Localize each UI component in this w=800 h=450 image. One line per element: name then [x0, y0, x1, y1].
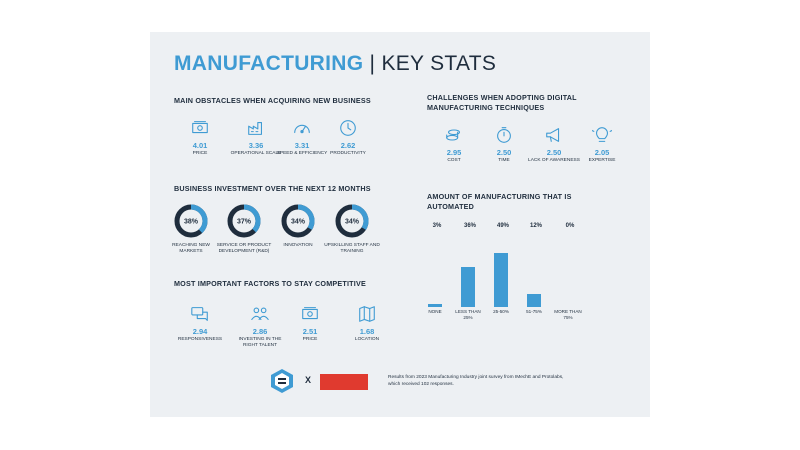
stat-label: PRODUCTIVITY — [330, 151, 366, 156]
svg-text:37%: 37% — [237, 219, 252, 226]
bar-value-label: 12% — [529, 223, 542, 229]
investment-item: 34% UPSKILLING STAFF AND TRAINING — [321, 203, 383, 255]
imeche-logo — [320, 374, 368, 390]
stat-value: 2.51 — [302, 327, 318, 336]
stat-label: LOCATION — [354, 337, 380, 342]
bar — [494, 253, 508, 307]
investment-item: 37% SERVICE OR PRODUCT DEVELOPMENT (R&D) — [213, 203, 275, 255]
factors-stat: 2.86 INVESTING IN THE RIGHT TALENT — [232, 304, 288, 349]
stat-value: 3.36 — [248, 141, 264, 150]
challenges-stat: 2.95 COST — [426, 125, 482, 164]
lightbulb-icon — [574, 125, 630, 145]
speedometer-icon — [274, 118, 330, 138]
challenges-stat: 2.50 LACK OF AWARENESS — [526, 125, 582, 164]
bar-category-label: LESS THAN 25% — [455, 309, 481, 320]
stat-value: 2.94 — [192, 327, 208, 336]
stat-label: OPERATIONAL SCALE — [230, 151, 282, 156]
page-title: MANUFACTURING | KEY STATS — [174, 52, 497, 75]
people-icon — [232, 304, 288, 324]
factors-stat: 1.68 LOCATION — [339, 304, 395, 343]
challenges-heading: CHALLENGES WHEN ADOPTING DIGITAL MANUFAC… — [427, 93, 577, 112]
coins-icon — [426, 125, 482, 145]
investment-label: INNOVATION — [283, 243, 313, 248]
stat-value: 3.31 — [294, 141, 310, 150]
stat-value: 1.68 — [359, 327, 375, 336]
megaphone-icon — [526, 125, 582, 145]
investment-item: 38% REACHING NEW MARKETS — [160, 203, 222, 255]
stat-value: 2.05 — [594, 148, 610, 157]
investment-label: UPSKILLING STAFF AND TRAINING — [324, 243, 380, 254]
obstacles-heading: MAIN OBSTACLES WHEN ACQUIRING NEW BUSINE… — [174, 96, 371, 105]
investment-label: REACHING NEW MARKETS — [172, 243, 210, 254]
stat-label: INVESTING IN THE RIGHT TALENT — [238, 337, 282, 348]
challenges-stat: 2.50 TIME — [476, 125, 532, 164]
bar-category-label: 25-50% — [493, 309, 509, 314]
bar-category-label: MORE THAN 75% — [554, 309, 582, 320]
donut-ring: 37% — [227, 204, 261, 238]
factors-stat: 2.51 PRICE — [282, 304, 338, 343]
stat-value: 2.50 — [546, 148, 562, 157]
stat-label: EXPERTISE — [588, 158, 616, 163]
obstacles-stat: 3.31 SPEED & EFFICIENCY — [274, 118, 330, 157]
donut-ring: 34% — [281, 204, 315, 238]
bar-value-label: 3% — [432, 223, 442, 229]
stopwatch-icon — [476, 125, 532, 145]
factors-stat: 2.94 RESPONSIVENESS — [172, 304, 228, 343]
stat-value: 2.86 — [252, 327, 268, 336]
bar-value-label: 0% — [565, 223, 575, 229]
bar-category-label: 51-75% — [526, 309, 542, 314]
investment-item: 34% INNOVATION — [267, 203, 329, 249]
stat-label: PRICE — [192, 151, 208, 156]
svg-text:34%: 34% — [291, 219, 306, 226]
stat-value: 2.62 — [340, 141, 356, 150]
clock-icon — [320, 118, 376, 138]
investment-label: SERVICE OR PRODUCT DEVELOPMENT (R&D) — [216, 243, 272, 254]
stat-value: 2.95 — [446, 148, 462, 157]
bar-category-label: NONE — [428, 309, 442, 314]
bar — [428, 303, 442, 307]
challenges-stat: 2.05 EXPERTISE — [574, 125, 630, 164]
donut-ring: 38% — [174, 204, 208, 238]
bar — [461, 267, 475, 307]
automation-heading: AMOUNT OF MANUFACTURING THAT IS AUTOMATE… — [427, 192, 572, 211]
money-icon — [172, 118, 228, 138]
svg-text:38%: 38% — [184, 219, 199, 226]
stat-value: 4.01 — [192, 141, 208, 150]
bar-value-label: 36% — [463, 223, 476, 229]
stat-label: SPEED & EFFICIENCY — [276, 151, 328, 156]
footer-separator: X — [305, 375, 312, 385]
stat-label: COST — [447, 158, 461, 163]
stat-label: TIME — [498, 158, 510, 163]
protolabs-logo — [269, 368, 295, 394]
factors-heading: MOST IMPORTANT FACTORS TO STAY COMPETITI… — [174, 279, 366, 288]
money-icon — [282, 304, 338, 324]
stat-value: 2.50 — [496, 148, 512, 157]
infographic-card: MANUFACTURING | KEY STATS MAIN OBSTACLES… — [150, 32, 650, 417]
chat-icon — [172, 304, 228, 324]
donut-ring: 34% — [335, 204, 369, 238]
investment-heading: BUSINESS INVESTMENT OVER THE NEXT 12 MON… — [174, 184, 371, 193]
stat-label: RESPONSIVENESS — [177, 337, 223, 342]
svg-text:34%: 34% — [345, 219, 360, 226]
obstacles-stat: 3.36 OPERATIONAL SCALE — [228, 118, 284, 157]
map-icon — [339, 304, 395, 324]
stat-label: PRICE — [302, 337, 318, 342]
bar — [527, 293, 541, 307]
stat-label: LACK OF AWARENESS — [528, 158, 580, 163]
factory-icon — [228, 118, 284, 138]
obstacles-stat: 4.01 PRICE — [172, 118, 228, 157]
source-note: Results from 2023 Manufacturing Industry… — [388, 375, 564, 387]
obstacles-stat: 2.62 PRODUCTIVITY — [320, 118, 376, 157]
bar-value-label: 49% — [496, 223, 509, 229]
